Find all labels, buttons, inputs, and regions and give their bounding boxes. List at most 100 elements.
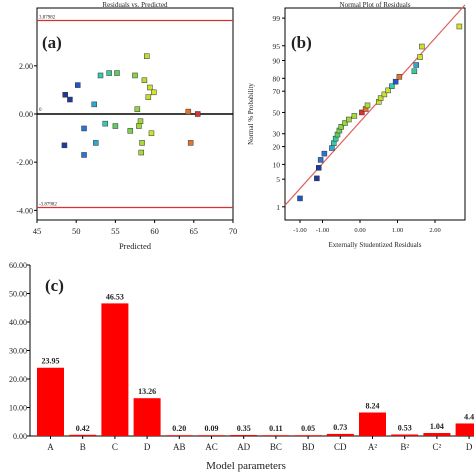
data-point-19 [381,91,388,98]
bar-value-label-12: 1.04 [430,422,444,431]
data-point-10 [338,124,344,130]
data-point-14 [132,72,138,79]
chart-title: Residuals vs. Predicted [102,1,168,9]
data-point-10 [106,70,112,76]
y-tick-label-3: 30.00 [9,347,27,356]
bar-value-label-13: 4.4 [464,412,474,421]
x-tick-label-9: CD [334,442,347,452]
data-point-12 [346,116,352,123]
bar-value-label-5: 0.09 [205,424,219,433]
data-point-3 [75,82,81,88]
panel-label: (a) [42,33,62,52]
y-axis-label: Normal % Probability [247,83,255,145]
y-tick-label-6: 60.00 [9,261,27,270]
x-tick-label-4: 2.00 [429,227,440,234]
data-point-28 [456,23,463,30]
data-point-27 [419,43,425,50]
bar-value-label-2: 46.53 [106,292,124,301]
bar-value-label-7: 0.11 [269,424,283,433]
y-tick-label-0: 99 [273,14,281,23]
data-point-8 [97,72,104,79]
bar-4 [165,435,193,436]
data-point-18 [377,95,384,101]
data-point-7 [93,140,99,146]
y-tick-label-8: 10 [273,160,281,169]
data-point-1 [67,96,73,103]
x-axis-label: Model parameters [206,460,286,472]
y-tick-label-6: 30 [273,130,281,139]
fit-line [284,4,466,206]
y-tick-label-2: 90 [273,56,281,65]
data-point-21 [389,83,395,89]
x-tick-label-1: 50 [72,226,81,236]
x-tick-label-2: 55 [111,226,120,236]
y-tick-label-4: 40.00 [9,318,27,327]
x-tick-label-3: 60 [150,226,159,236]
x-tick-label-0: -1.00 [293,227,307,234]
data-point-16 [136,123,142,129]
bar-value-label-9: 0.73 [333,423,347,432]
data-point-4 [81,125,87,132]
data-point-22 [392,78,399,85]
chart-title: Normal Plot of Residuals [340,1,411,9]
data-point-27 [187,140,194,146]
y-tick-label-1: 95 [273,42,281,51]
data-point-6 [91,101,97,108]
data-point-3 [317,157,324,163]
bar-3 [133,398,161,436]
bar-value-label-6: 0.35 [237,424,251,433]
y-tick-label-2: -2.00 [16,158,33,167]
x-tick-label-0: 45 [33,226,42,236]
x-tick-label-0: A [47,442,54,452]
x-tick-label-13: D [466,442,473,452]
x-axis-label: Predicted [119,241,152,251]
data-point-12 [112,123,119,129]
x-tick-label-7: BC [270,442,282,452]
bar-10 [359,412,386,436]
x-tick-label-1: -1.00 [316,227,330,234]
normal-probability-panel: Normal Plot of Residuals 99 95 90 80 70 50 30 20… [247,1,466,249]
x-tick-label-5: 70 [229,226,238,236]
data-point-0 [62,91,68,98]
bar-value-label-1: 0.42 [76,424,90,433]
data-point-1 [314,175,320,182]
data-point-21 [144,53,150,59]
x-tick-label-1: B [80,442,86,452]
x-tick-label-4: AB [173,442,186,452]
data-point-23 [147,84,153,91]
data-point-22 [145,94,152,100]
bar-2 [101,303,129,436]
data-point-2 [61,142,68,149]
data-point-13 [351,113,358,119]
model-parameters-bar-panel: 0.00 10.00 20.00 30.00 40.00 50.00 60.00 23.95 A… [9,261,474,472]
x-tick-label-12: C² [433,442,442,452]
data-point-5 [81,152,87,158]
data-point-18 [139,140,145,146]
data-point-11 [114,70,120,76]
y-tick-label-1: 0.00 [19,110,33,119]
bar-value-label-4: 0.20 [172,424,186,433]
bar-7 [262,435,290,436]
x-tick-label-11: B² [400,442,409,452]
data-point-24 [411,68,418,75]
y-tick-label-2: 20.00 [9,375,27,384]
bar-12 [423,433,451,436]
bar-5 [198,435,225,436]
y-tick-label-10: 1 [276,203,280,212]
data-point-5 [329,145,335,151]
data-point-26 [417,54,423,60]
data-point-19 [138,149,145,156]
x-tick-label-5: AC [205,442,218,452]
data-point-2 [316,165,322,171]
data-point-15 [134,106,141,112]
bar-6 [230,435,258,436]
y-tick-label-0: 2.00 [19,62,33,71]
data-point-28 [194,111,201,117]
bar-value-label-0: 23.95 [42,357,60,366]
plot-frame [284,7,466,221]
x-tick-label-4: 65 [190,226,199,236]
data-point-16 [364,102,371,109]
x-tick-label-10: A² [368,442,377,452]
residuals-vs-predicted-panel: Residuals vs. Predicted 3.87982 -3.87982 0 2… [16,1,237,251]
